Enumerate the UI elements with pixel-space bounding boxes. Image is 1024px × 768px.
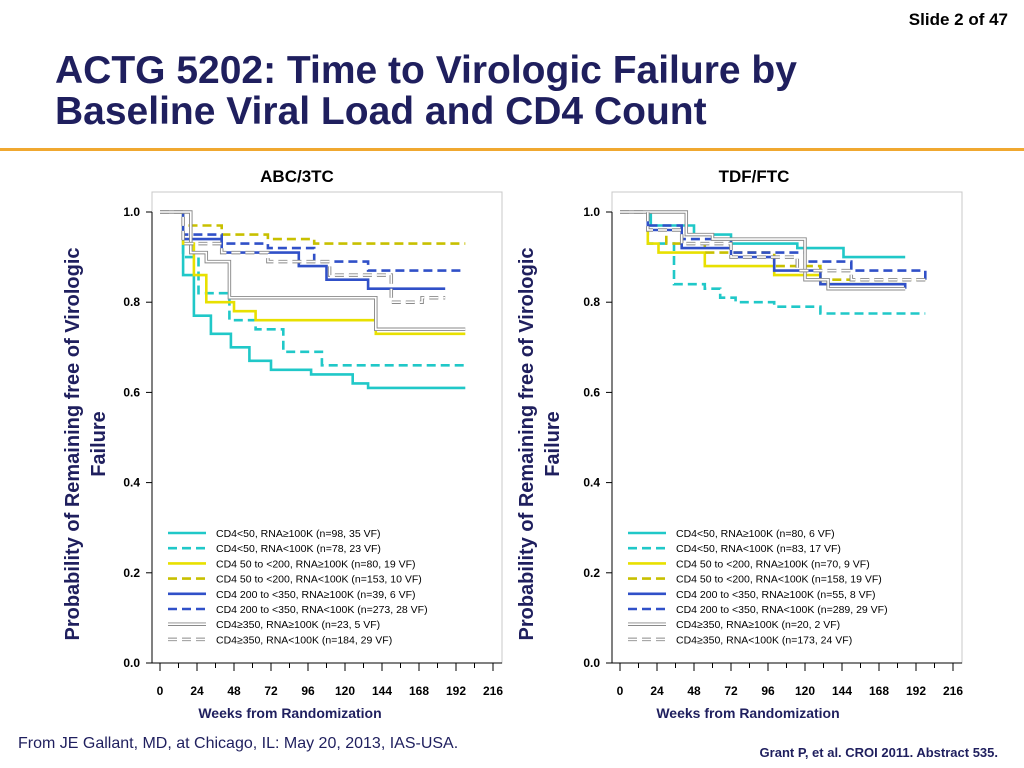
legend-label: CD4 200 to <350, RNA≥100K (n=39, 6 VF) bbox=[216, 589, 416, 601]
y-tick-label: 0.6 bbox=[583, 385, 600, 399]
series-line-0 bbox=[620, 210, 906, 259]
x-tick-label: 24 bbox=[190, 684, 204, 698]
series-line-1 bbox=[620, 210, 926, 315]
x-tick-label: 168 bbox=[409, 684, 429, 698]
slide-number: Slide 2 of 47 bbox=[908, 10, 1008, 29]
y-tick-label: 0.0 bbox=[583, 656, 600, 670]
y-tick-label: 0.8 bbox=[123, 295, 140, 309]
legend-label: CD4 50 to <200, RNA≥100K (n=80, 19 VF) bbox=[216, 558, 416, 570]
series-line-2 bbox=[620, 210, 906, 286]
x-tick-label: 96 bbox=[761, 684, 775, 698]
legend-label: CD4<50, RNA≥100K (n=80, 6 VF) bbox=[676, 528, 835, 540]
legend-label: CD4 200 to <350, RNA<100K (n=273, 28 VF) bbox=[216, 604, 428, 616]
series-line-0 bbox=[160, 210, 466, 390]
footer-citation-right: Grant P, et al. CROI 2011. Abstract 535. bbox=[759, 745, 998, 760]
x-tick-label: 48 bbox=[687, 684, 701, 698]
series-line-5 bbox=[160, 210, 466, 272]
y-tick-label: 1.0 bbox=[583, 205, 600, 219]
x-tick-label: 48 bbox=[227, 684, 241, 698]
legend-label: CD4<50, RNA≥100K (n=98, 35 VF) bbox=[216, 528, 381, 540]
x-tick-label: 0 bbox=[617, 684, 624, 698]
slide-title: ACTG 5202: Time to Virologic Failure by … bbox=[55, 50, 797, 132]
y-tick-label: 0.4 bbox=[583, 476, 600, 490]
legend-label: CD4 200 to <350, RNA<100K (n=289, 29 VF) bbox=[676, 604, 888, 616]
series-line-6 bbox=[160, 211, 466, 331]
series-line-1 bbox=[160, 210, 466, 367]
legend-label: CD4≥350, RNA≥100K (n=20, 2 VF) bbox=[676, 619, 840, 631]
legend-label: CD4≥350, RNA<100K (n=184, 29 VF) bbox=[216, 634, 392, 646]
legend-label: CD4 50 to <200, RNA<100K (n=158, 19 VF) bbox=[676, 574, 882, 586]
series-line-5 bbox=[620, 210, 927, 280]
x-tick-label: 96 bbox=[301, 684, 315, 698]
x-tick-label: 144 bbox=[372, 684, 392, 698]
x-tick-label: 216 bbox=[943, 684, 963, 698]
legend-label: CD4≥350, RNA<100K (n=173, 24 VF) bbox=[676, 634, 852, 646]
y-tick-label: 0.2 bbox=[123, 566, 140, 580]
title-accent-rule bbox=[0, 148, 1024, 151]
x-tick-label: 168 bbox=[869, 684, 889, 698]
footer-citation-left: From JE Gallant, MD, at Chicago, IL: May… bbox=[18, 735, 459, 752]
legend-label: CD4 200 to <350, RNA≥100K (n=55, 8 VF) bbox=[676, 589, 876, 601]
y-tick-label: 0.0 bbox=[123, 656, 140, 670]
x-tick-label: 24 bbox=[650, 684, 664, 698]
x-tick-label: 0 bbox=[157, 684, 164, 698]
x-tick-label: 216 bbox=[483, 684, 503, 698]
x-tick-label: 120 bbox=[335, 684, 355, 698]
y-tick-label: 0.6 bbox=[123, 385, 140, 399]
title-line-1: ACTG 5202: Time to Virologic Failure by bbox=[55, 49, 797, 92]
y-tick-label: 0.8 bbox=[583, 295, 600, 309]
x-axis-label-right: Weeks from Randomization bbox=[656, 705, 840, 721]
x-tick-label: 192 bbox=[906, 684, 926, 698]
series-line-6-outline bbox=[620, 210, 906, 291]
x-axis-label-left: Weeks from Randomization bbox=[198, 705, 382, 721]
series-line-4 bbox=[620, 210, 907, 289]
y-tick-label: 1.0 bbox=[123, 205, 140, 219]
y-tick-label: 0.2 bbox=[583, 566, 600, 580]
legend-label: CD4<50, RNA<100K (n=78, 23 VF) bbox=[216, 543, 381, 555]
panel-title-right: TDF/FTC bbox=[718, 167, 790, 186]
x-tick-label: 120 bbox=[795, 684, 815, 698]
x-tick-label: 144 bbox=[832, 684, 852, 698]
legend-label: CD4 50 to <200, RNA≥100K (n=70, 9 VF) bbox=[676, 558, 870, 570]
series-line-7 bbox=[620, 211, 926, 281]
legend-label: CD4<50, RNA<100K (n=83, 17 VF) bbox=[676, 543, 841, 555]
x-tick-label: 192 bbox=[446, 684, 466, 698]
series-line-7-outline bbox=[620, 210, 926, 282]
y-tick-label: 0.4 bbox=[123, 476, 140, 490]
x-tick-label: 72 bbox=[724, 684, 738, 698]
series-line-6 bbox=[620, 211, 906, 290]
x-tick-label: 72 bbox=[264, 684, 278, 698]
series-line-7 bbox=[160, 211, 446, 304]
legend-label: CD4≥350, RNA≥100K (n=23, 5 VF) bbox=[216, 619, 380, 631]
title-line-2: Baseline Viral Load and CD4 Count bbox=[55, 90, 707, 133]
series-line-3 bbox=[620, 210, 926, 282]
legend-label: CD4 50 to <200, RNA<100K (n=153, 10 VF) bbox=[216, 574, 422, 586]
panel-title-left: ABC/3TC bbox=[260, 167, 334, 186]
